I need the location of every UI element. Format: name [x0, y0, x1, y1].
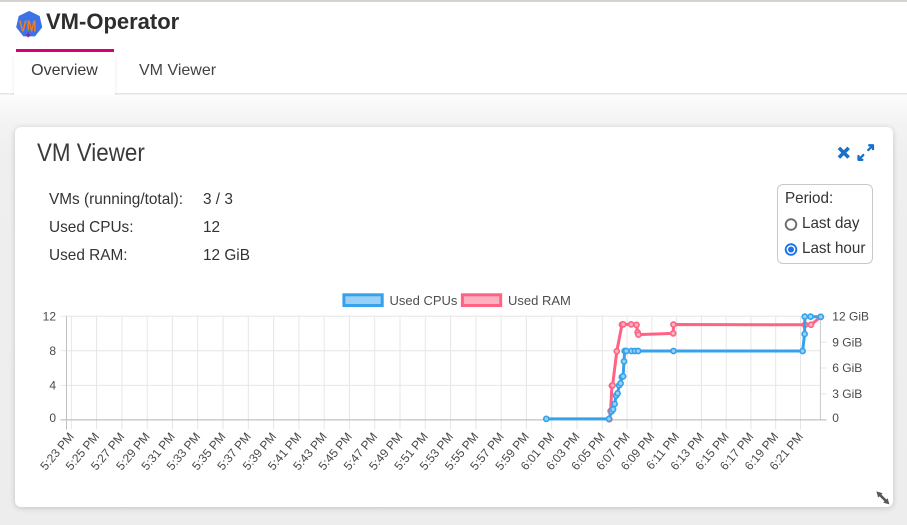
svg-text:9 GiB: 9 GiB: [832, 335, 862, 349]
svg-text:VM: VM: [19, 18, 36, 35]
svg-text:6 GiB: 6 GiB: [832, 361, 862, 375]
svg-text:12: 12: [43, 310, 57, 324]
svg-text:3 GiB: 3 GiB: [832, 387, 862, 401]
svg-text:Used CPUs: Used CPUs: [390, 293, 458, 308]
svg-text:0: 0: [49, 411, 56, 425]
svg-text:8: 8: [49, 344, 56, 358]
svg-text:Used RAM: Used RAM: [508, 293, 571, 308]
svg-text:0: 0: [832, 411, 839, 425]
svg-text:12 GiB: 12 GiB: [832, 310, 869, 324]
svg-text:4: 4: [49, 378, 56, 392]
